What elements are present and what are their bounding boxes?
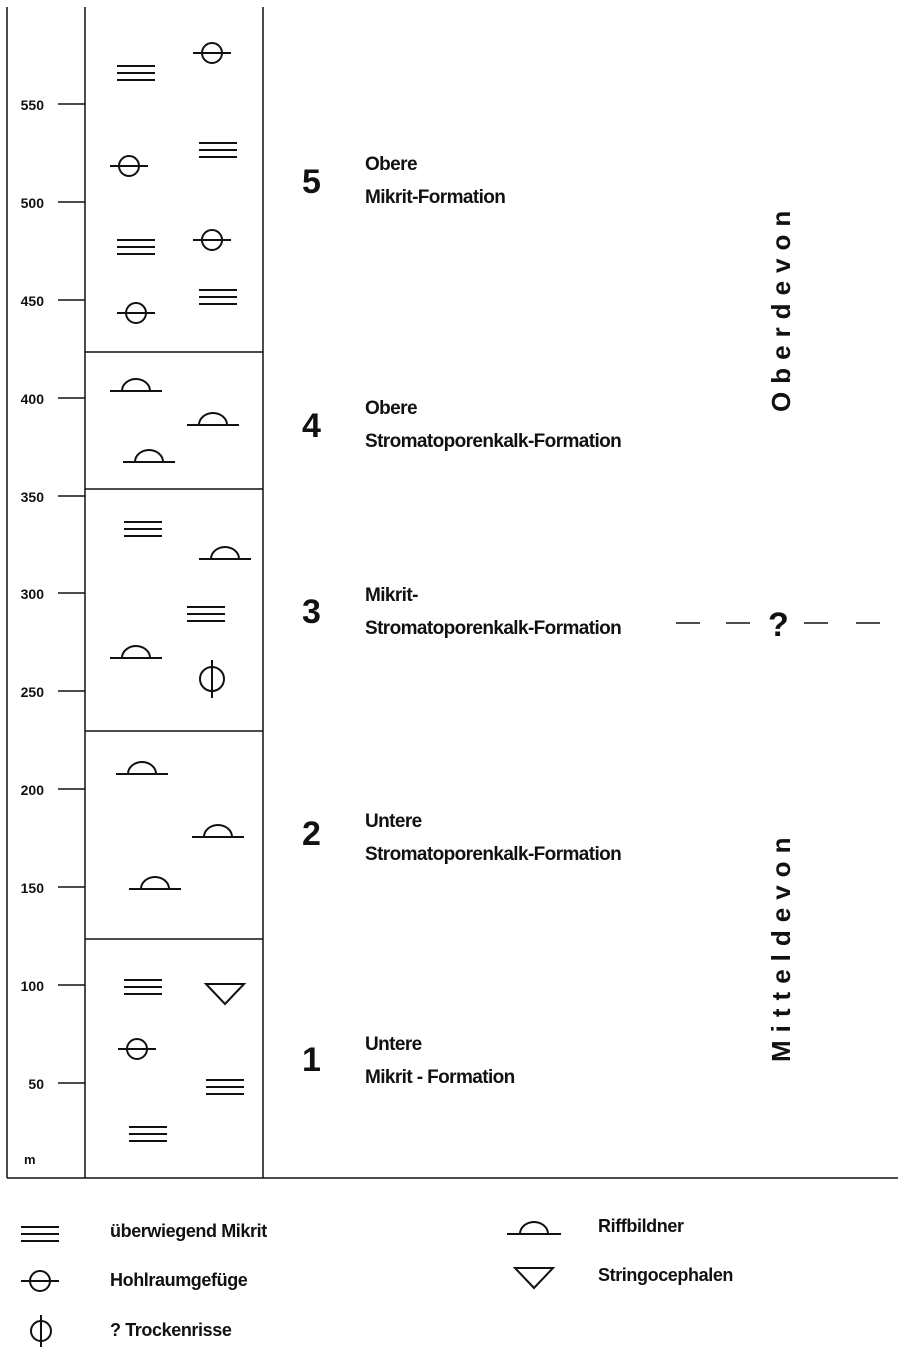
tick-label-400: 400	[21, 391, 45, 407]
formation-4-name-line1: Obere	[365, 398, 417, 419]
hohlraum-symbol	[193, 229, 231, 251]
formation-2-number: 2	[302, 815, 321, 853]
tick-label-350: 350	[21, 489, 45, 505]
mikrit-symbol	[187, 606, 225, 622]
hohlraum-symbol	[193, 42, 231, 64]
tick-label-550: 550	[21, 97, 45, 113]
formation-3-name-line1: Mikrit-	[365, 585, 418, 606]
formation-5-name-line1: Obere	[365, 154, 417, 175]
formation-2-name-line1: Untere	[365, 811, 422, 832]
mikrit-symbol	[206, 1079, 244, 1095]
riff-dome-icon	[507, 1221, 561, 1235]
trockenrisse-symbol	[199, 660, 225, 698]
riff-symbol	[110, 378, 162, 392]
tick-label-450: 450	[21, 293, 45, 309]
tick-label-100: 100	[21, 978, 45, 994]
mikrit-symbol	[199, 142, 237, 158]
mikrit-symbol	[129, 1126, 167, 1142]
mikrit-lines-icon	[21, 1226, 59, 1242]
formation-3-name-line2: Stromatoporenkalk-Formation	[365, 618, 621, 639]
mikrit-symbol	[199, 289, 237, 305]
axis-tick-labels: 50 100 150 200 250 300 350 400 450 500 5…	[21, 97, 45, 1167]
formation-labels: 5 Obere Mikrit-Formation 4 Obere Stromat…	[302, 154, 622, 1088]
hohlraum-symbol	[117, 302, 155, 324]
axis-unit-label: m	[24, 1152, 36, 1167]
formation-4-number: 4	[302, 407, 321, 445]
riff-symbol	[192, 824, 244, 838]
stringocephalen-symbol	[203, 983, 247, 1006]
riff-symbol	[187, 412, 239, 426]
formation-4-name-line2: Stromatoporenkalk-Formation	[365, 431, 621, 452]
formation-3-number: 3	[302, 593, 321, 631]
formation-1-number: 1	[302, 1041, 321, 1079]
formation-2-name-line2: Stromatoporenkalk-Formation	[365, 844, 621, 865]
mikrit-symbol	[117, 239, 155, 255]
column-symbols	[110, 42, 251, 1142]
hohlraum-symbol	[110, 155, 148, 177]
mikrit-symbol	[124, 979, 162, 995]
period-label-mitteldevon: Mitteldevon	[766, 830, 796, 1062]
formation-1-name-line1: Untere	[365, 1034, 422, 1055]
tick-label-500: 500	[21, 195, 45, 211]
legend-label-riffbildner: Riffbildner	[598, 1216, 684, 1236]
mikrit-symbol	[124, 521, 162, 537]
legend-label-hohlraum: Hohlraumgefüge	[110, 1270, 248, 1290]
tick-label-300: 300	[21, 586, 45, 602]
legend-label-stringocephalen: Stringocephalen	[598, 1265, 734, 1285]
formation-1-name-line2: Mikrit - Formation	[365, 1067, 515, 1088]
tick-label-250: 250	[21, 684, 45, 700]
tick-label-200: 200	[21, 782, 45, 798]
tick-label-50: 50	[28, 1076, 44, 1092]
column-frame	[6, 7, 898, 1179]
legend-label-trockenrisse: ? Trockenrisse	[110, 1320, 232, 1340]
riff-symbol	[123, 449, 175, 463]
riff-symbol	[110, 645, 162, 659]
riff-symbol	[116, 761, 168, 775]
formation-5-name-line2: Mikrit-Formation	[365, 187, 505, 208]
riff-symbol	[129, 876, 181, 890]
hohlraum-circle-icon	[21, 1270, 59, 1292]
legend-label-mikrit: überwiegend Mikrit	[110, 1221, 267, 1241]
mikrit-symbol	[117, 65, 155, 81]
hohlraum-symbol	[118, 1038, 156, 1060]
formation-5-number: 5	[302, 163, 321, 201]
tick-label-150: 150	[21, 880, 45, 896]
period-boundary-question-mark: ?	[768, 606, 789, 644]
trockenrisse-phi-icon	[30, 1315, 52, 1347]
period-label-oberdevon: Oberdevon	[766, 203, 796, 412]
axis-ticks	[58, 103, 85, 1084]
riff-symbol	[199, 546, 251, 560]
stringocephalen-triangle-icon	[512, 1267, 556, 1290]
